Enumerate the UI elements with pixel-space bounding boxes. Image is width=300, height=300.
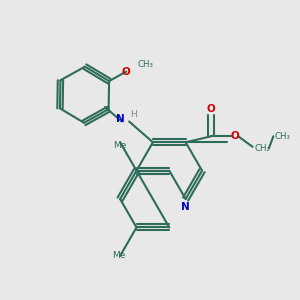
Text: CH₃: CH₃ — [275, 132, 291, 141]
Text: O: O — [207, 104, 215, 114]
Text: CH₂: CH₂ — [254, 144, 270, 153]
Text: H: H — [130, 110, 137, 118]
Text: Me: Me — [113, 141, 127, 150]
Text: O: O — [122, 67, 131, 76]
Text: CH₃: CH₃ — [138, 60, 154, 69]
Text: Me: Me — [112, 251, 125, 260]
Text: O: O — [230, 131, 239, 141]
Text: N: N — [181, 202, 190, 212]
Text: N: N — [116, 113, 125, 124]
